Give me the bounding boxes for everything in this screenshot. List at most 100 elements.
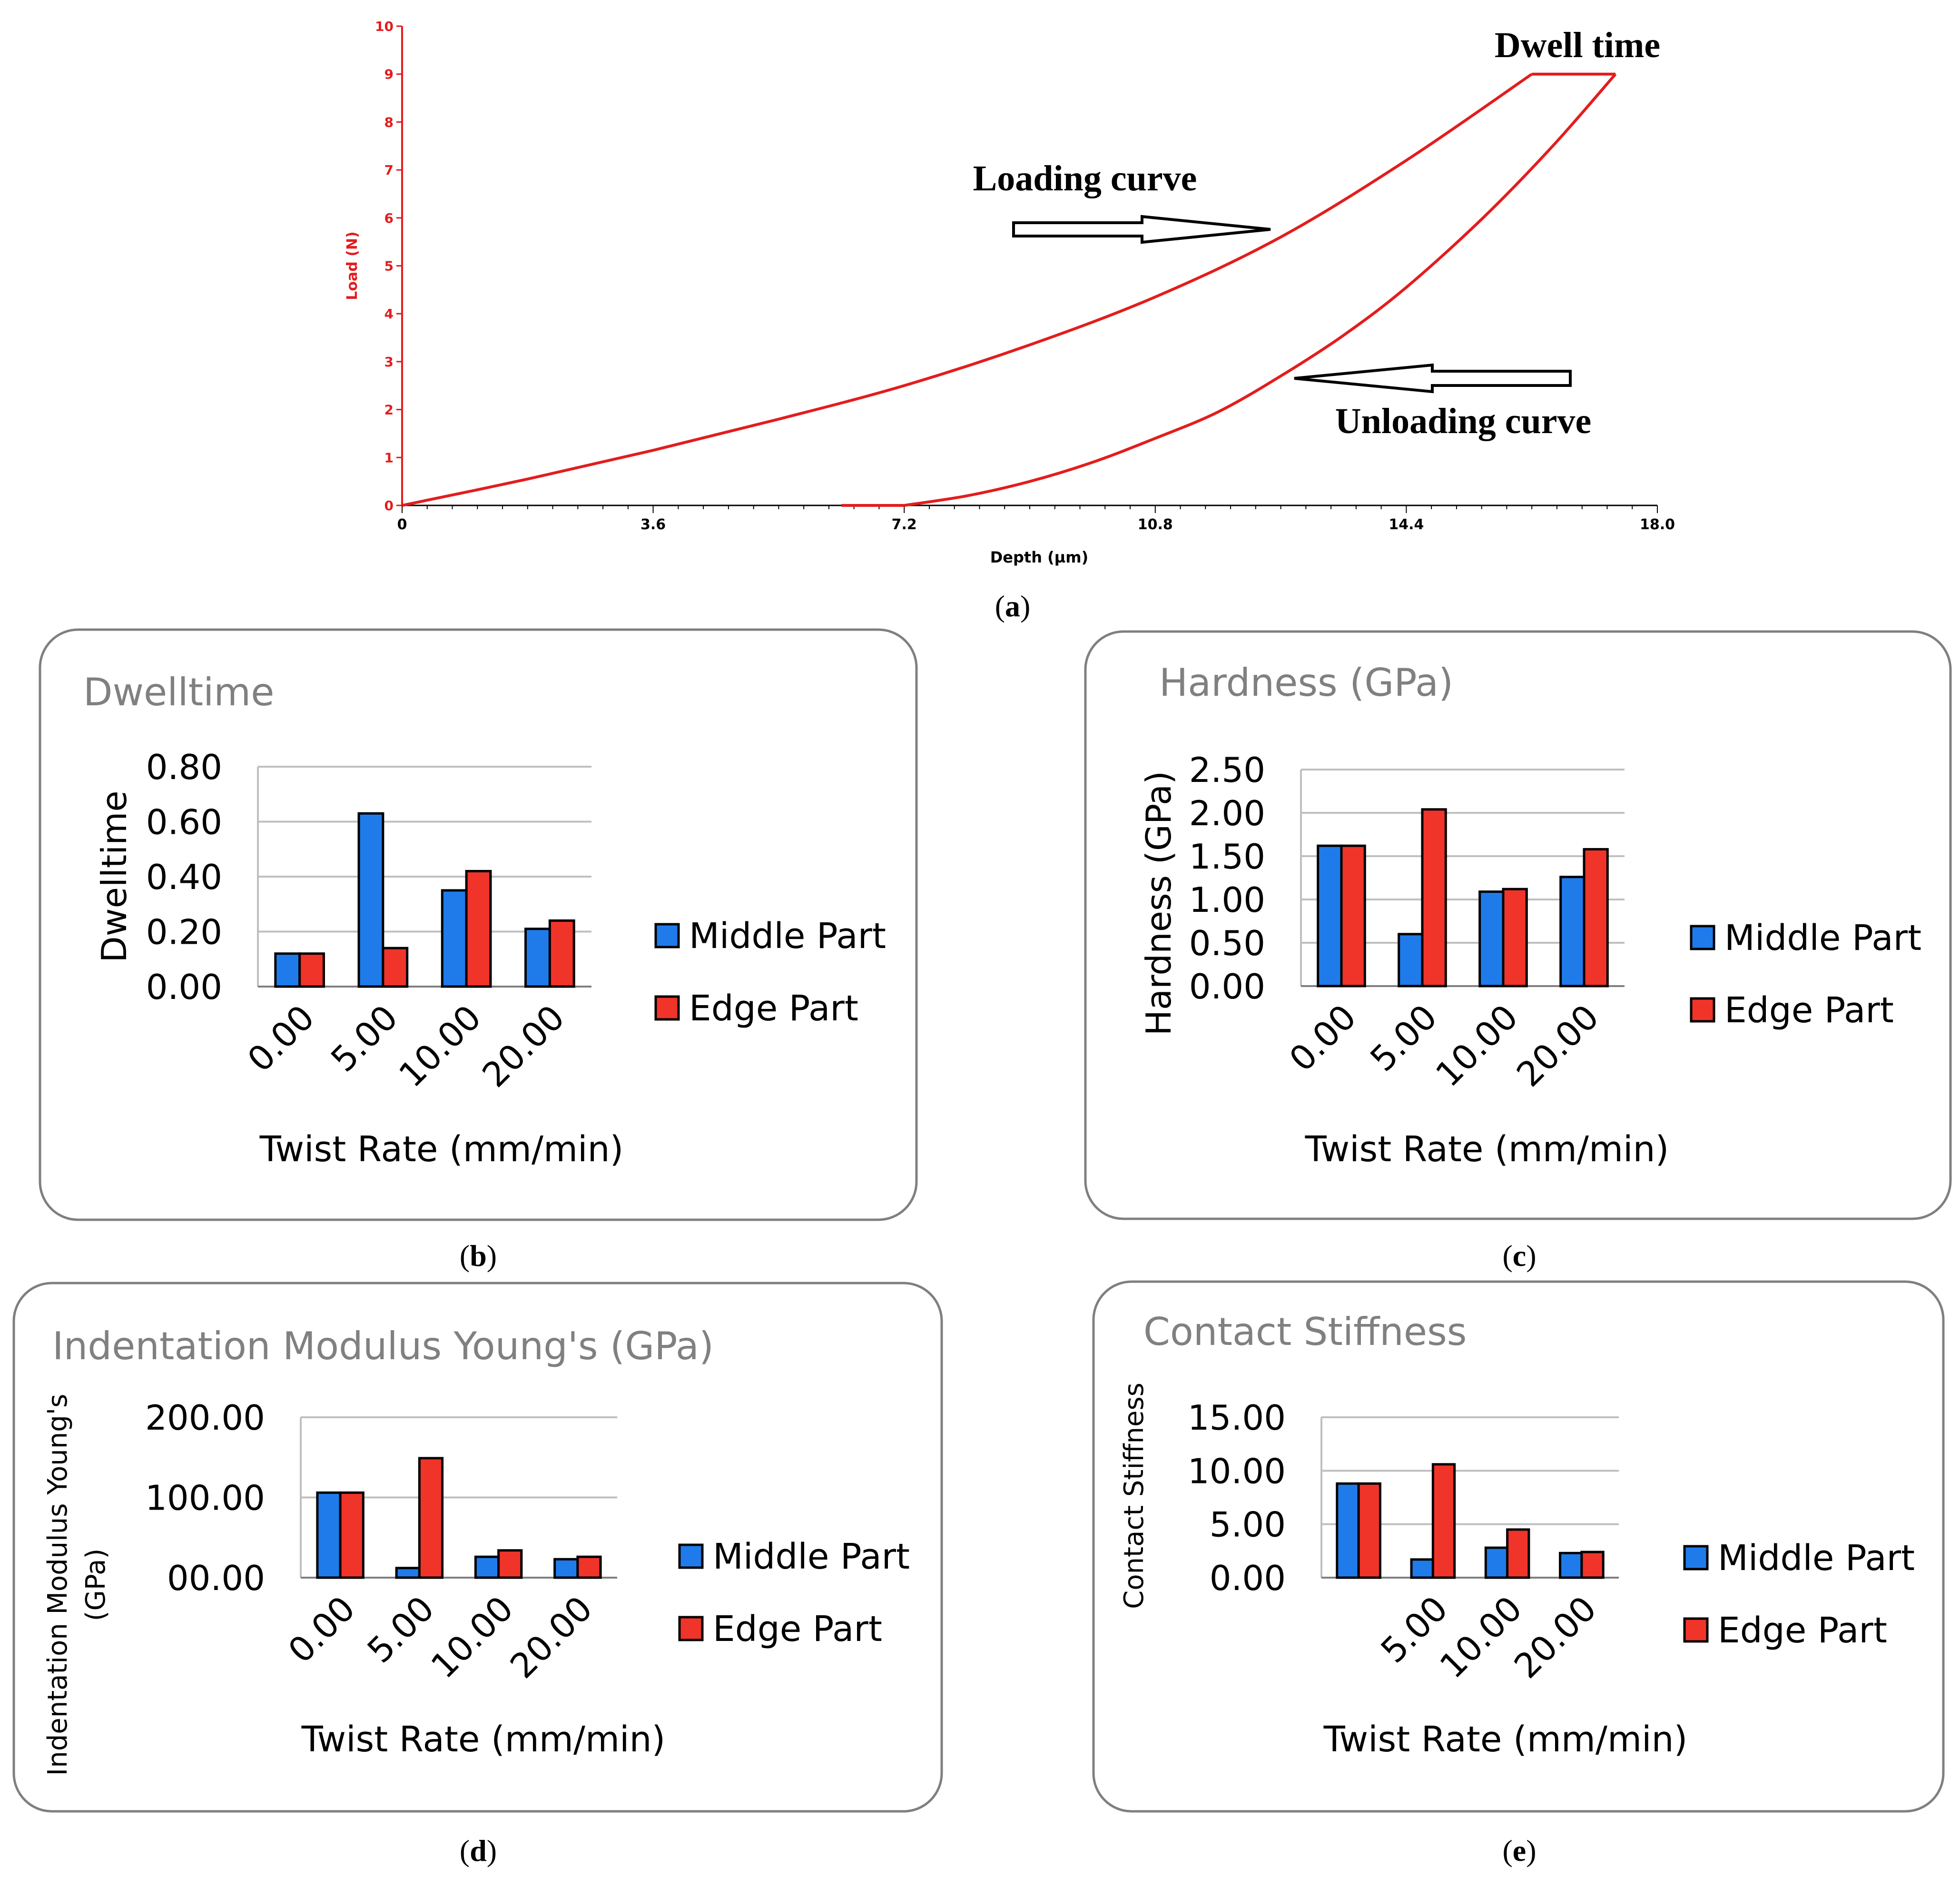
x-tick-label: 10.8 — [1138, 516, 1173, 533]
y-tick-label: 15.00 — [1188, 1398, 1286, 1438]
y-tick-label: 7 — [384, 162, 394, 178]
y-tick-label: 5.00 — [1210, 1505, 1286, 1545]
y-tick-label: 0 — [384, 498, 394, 514]
bar-edge-part — [1502, 888, 1528, 988]
y-tick-label: 0.80 — [146, 747, 222, 787]
y-tick-label: 1.50 — [1189, 837, 1265, 877]
bar-middle-part — [1317, 844, 1343, 988]
x-axis-label: Twist Rate (mm/min) — [301, 1719, 666, 1760]
bar-middle-part — [1336, 1482, 1360, 1579]
legend-swatch — [654, 995, 680, 1021]
y-axis-label: Hardness (GPa) — [1139, 771, 1179, 1036]
x-axis-label: Twist Rate (mm/min) — [1323, 1719, 1688, 1760]
panel-c-hardness-chart: Hardness (GPa)0.000.501.001.502.002.500.… — [1084, 630, 1952, 1273]
bar-edge-part — [418, 1457, 444, 1579]
legend-label: Edge Part — [689, 988, 858, 1029]
bar-edge-part — [339, 1491, 364, 1579]
x-axis-label: Depth (µm) — [990, 548, 1089, 566]
y-tick-label: 2.00 — [1189, 793, 1265, 833]
x-axis-label: Twist Rate (mm/min) — [1305, 1129, 1669, 1170]
caption-e: (e) — [1502, 1834, 1536, 1867]
legend-swatch — [654, 923, 680, 948]
y-tick-label: 10 — [375, 19, 394, 34]
loading-arrow-icon — [1012, 215, 1271, 244]
y-tick-label: 1 — [384, 450, 394, 465]
legend-swatch — [678, 1543, 704, 1569]
chart-title: Hardness (GPa) — [1159, 661, 1453, 705]
caption-a: (a) — [995, 589, 1031, 623]
y-tick-label: 0.50 — [1189, 923, 1265, 963]
y-tick-label: 0.40 — [146, 857, 222, 897]
y-tick-label: 9 — [384, 67, 394, 82]
bar-edge-part — [465, 869, 492, 988]
bar-edge-part — [1357, 1482, 1381, 1579]
legend-label: Edge Part — [1718, 1610, 1887, 1651]
legend-swatch — [1690, 925, 1715, 950]
y-axis-label: Contact Stiffness — [1119, 1383, 1150, 1609]
legend-label: Middle Part — [1724, 918, 1921, 958]
y-tick-label: 8 — [384, 114, 394, 130]
x-tick-label: 3.6 — [640, 516, 666, 533]
x-axis-label: Twist Rate (mm/min) — [259, 1129, 624, 1170]
y-axis-label: Dwelltime — [94, 790, 134, 962]
y-tick-label: 0.60 — [146, 802, 222, 842]
bar-middle-part — [357, 812, 384, 988]
legend-label: Middle Part — [689, 916, 886, 957]
y-tick-label: 0.00 — [146, 967, 222, 1007]
y-axis-label-line: (GPa) — [80, 1549, 111, 1621]
y-tick-label: 0.00 — [1189, 967, 1265, 1007]
y-axis-label-line: Indentation Modulus Young's — [42, 1394, 73, 1776]
y-tick-label: 10.00 — [1188, 1451, 1286, 1491]
bar-middle-part — [1478, 890, 1505, 988]
bar-middle-part — [1410, 1558, 1434, 1579]
bar-edge-part — [576, 1555, 602, 1579]
bar-edge-part — [298, 952, 325, 988]
y-tick-label: 0.00 — [1210, 1558, 1286, 1598]
series-line-loading-curve — [402, 73, 1533, 507]
y-tick-label: 00.00 — [167, 1558, 265, 1598]
y-tick-label: 6 — [384, 210, 394, 226]
bar-middle-part — [1398, 933, 1424, 988]
legend-swatch — [678, 1616, 704, 1641]
series-line-unloading-curve — [904, 73, 1617, 507]
legend-label: Edge Part — [1724, 990, 1894, 1031]
legend-label: Middle Part — [1718, 1538, 1915, 1579]
bar-edge-part — [1340, 844, 1366, 988]
bar-middle-part — [553, 1558, 579, 1579]
caption-c: (c) — [1502, 1239, 1536, 1273]
panel-e-stiffness-chart: Contact Stiffness0.005.0010.0015.005.001… — [1092, 1280, 1945, 1867]
annotation-loading-curve: Loading curve — [973, 158, 1197, 198]
bar-edge-part — [382, 947, 409, 988]
bar-edge-part — [497, 1549, 523, 1579]
bar-middle-part — [474, 1555, 500, 1579]
y-tick-label: 1.00 — [1189, 880, 1265, 920]
y-tick-label: 5 — [384, 258, 394, 274]
y-tick-label: 100.00 — [145, 1478, 265, 1518]
bar-middle-part — [395, 1567, 421, 1579]
y-tick-label: 200.00 — [145, 1398, 265, 1438]
chart-title: Indentation Modulus Young's (GPa) — [52, 1324, 714, 1368]
legend-label: Middle Part — [713, 1536, 910, 1577]
legend-swatch — [1690, 997, 1715, 1023]
bar-edge-part — [1431, 1463, 1456, 1579]
y-tick-label: 4 — [384, 306, 394, 322]
x-tick-label: 18.0 — [1640, 516, 1675, 533]
panel-d-modulus-chart: Indentation Modulus Young's (GPa) 00.00 10… — [12, 1282, 943, 1867]
bar-middle-part — [524, 928, 551, 988]
bar-middle-part — [1559, 876, 1586, 988]
bar-middle-part — [441, 889, 468, 988]
bar-edge-part — [1583, 848, 1609, 988]
y-tick-label: 2.50 — [1189, 750, 1265, 790]
x-tick-label: 0 — [397, 516, 407, 533]
x-tick-label: 7.2 — [892, 516, 917, 533]
bar-middle-part — [1559, 1551, 1583, 1579]
bar-middle-part — [316, 1491, 342, 1579]
x-tick-label: 14.4 — [1389, 516, 1424, 533]
annotation-dwell-time: Dwell time — [1495, 25, 1660, 65]
bar-edge-part — [1580, 1551, 1605, 1579]
unloading-arrow-icon — [1294, 363, 1572, 394]
bar-middle-part — [1484, 1546, 1509, 1579]
y-tick-label: 3 — [384, 354, 394, 370]
